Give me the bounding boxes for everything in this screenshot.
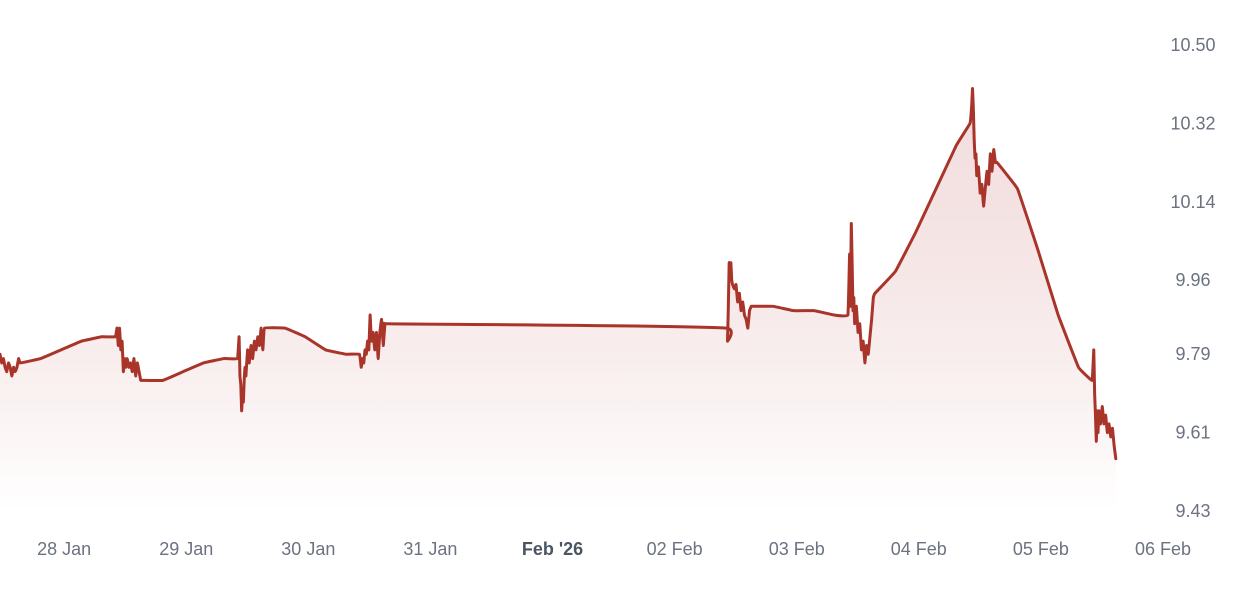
y-tick-label: 10.32 [1170,113,1215,133]
x-tick-label: 06 Feb [1135,539,1191,559]
area-layer [0,88,1116,512]
x-tick-label: 03 Feb [769,539,825,559]
x-tick-label: 02 Feb [647,539,703,559]
y-tick-label: 10.50 [1170,35,1215,55]
x-tick-label: 31 Jan [403,539,457,559]
y-tick-label: 9.43 [1175,501,1210,521]
y-tick-label: 9.61 [1175,423,1210,443]
x-axis: 28 Jan 29 Jan 30 Jan 31 Jan Feb '26 02 Feb 03 … [37,539,1191,559]
x-tick-label: 05 Feb [1013,539,1069,559]
y-tick-label: 9.79 [1175,344,1210,364]
x-tick-label: Feb '26 [522,539,583,559]
y-tick-label: 10.14 [1170,192,1215,212]
series-area [0,88,1116,512]
line-layer [0,87,1118,461]
y-axis: 10.50 10.32 10.14 9.96 9.79 9.61 9.43 [1170,35,1215,521]
series-line [0,87,1118,461]
x-tick-label: 29 Jan [159,539,213,559]
x-tick-label: 04 Feb [891,539,947,559]
y-tick-label: 9.96 [1175,270,1210,290]
x-tick-label: 28 Jan [37,539,91,559]
x-tick-label: 30 Jan [281,539,335,559]
